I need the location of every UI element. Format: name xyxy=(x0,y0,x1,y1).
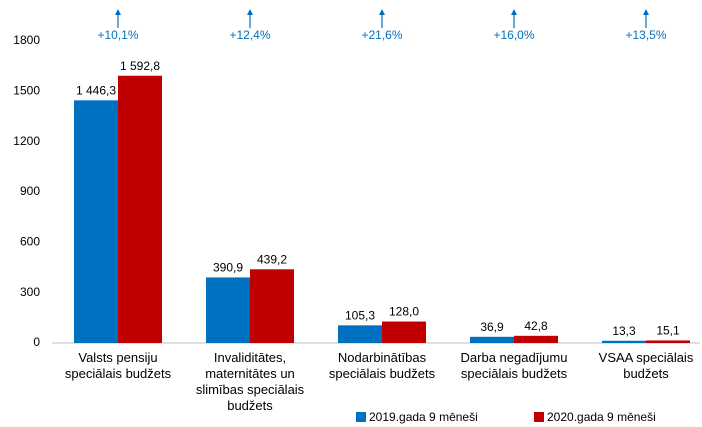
legend-label: 2020.gada 9 mēneši xyxy=(547,410,656,424)
y-tick-label: 1800 xyxy=(13,33,40,47)
bar xyxy=(74,100,118,343)
legend-swatch xyxy=(534,412,544,422)
value-label: 105,3 xyxy=(345,309,375,323)
bar xyxy=(118,75,162,344)
annotation: +16,0% xyxy=(493,28,534,42)
x-tick-label: Valsts pensiju speciālais budžets xyxy=(64,350,172,381)
x-tick-label: VSAA speciālais budžets xyxy=(598,350,694,381)
value-label: 439,2 xyxy=(257,252,287,266)
value-label: 13,3 xyxy=(612,324,636,338)
y-tick-label: 1200 xyxy=(13,134,40,148)
annotation: +12,4% xyxy=(229,28,270,42)
bar xyxy=(250,269,294,343)
value-label: 128,0 xyxy=(389,305,419,319)
y-tick-label: 300 xyxy=(20,285,40,299)
bar xyxy=(470,336,514,343)
y-tick-label: 1500 xyxy=(13,84,40,98)
value-label: 42,8 xyxy=(524,319,548,333)
bar xyxy=(646,340,690,343)
value-label: 15,1 xyxy=(656,324,680,338)
bar xyxy=(206,277,250,343)
y-tick-label: 600 xyxy=(20,235,40,249)
x-tick-label: Invaliditātes, maternitātes un slimības … xyxy=(195,350,305,413)
annotation-arrowhead xyxy=(511,9,517,15)
annotation-arrowhead xyxy=(115,9,121,15)
value-label: 1 592,8 xyxy=(120,59,160,73)
bar xyxy=(602,340,646,343)
y-tick-label: 0 xyxy=(33,335,40,349)
annotation-arrowhead xyxy=(379,9,385,15)
legend-swatch xyxy=(356,412,366,422)
bar xyxy=(338,325,382,343)
annotation: +21,6% xyxy=(361,28,402,42)
x-tick-label: Darba negadījumu speciālais budžets xyxy=(460,350,568,381)
annotation-arrowhead xyxy=(643,9,649,15)
value-label: 1 446,3 xyxy=(76,84,116,98)
annotation: +13,5% xyxy=(625,28,666,42)
bar xyxy=(514,335,558,343)
x-tick-label: Nodarbinātības speciālais budžets xyxy=(328,350,436,381)
legend-label: 2019.gada 9 mēneši xyxy=(369,410,478,424)
bar xyxy=(382,321,426,343)
value-label: 36,9 xyxy=(480,320,504,334)
annotation: +10,1% xyxy=(97,28,138,42)
y-tick-label: 900 xyxy=(20,184,40,198)
annotation-arrowhead xyxy=(247,9,253,15)
value-label: 390,9 xyxy=(213,261,243,275)
